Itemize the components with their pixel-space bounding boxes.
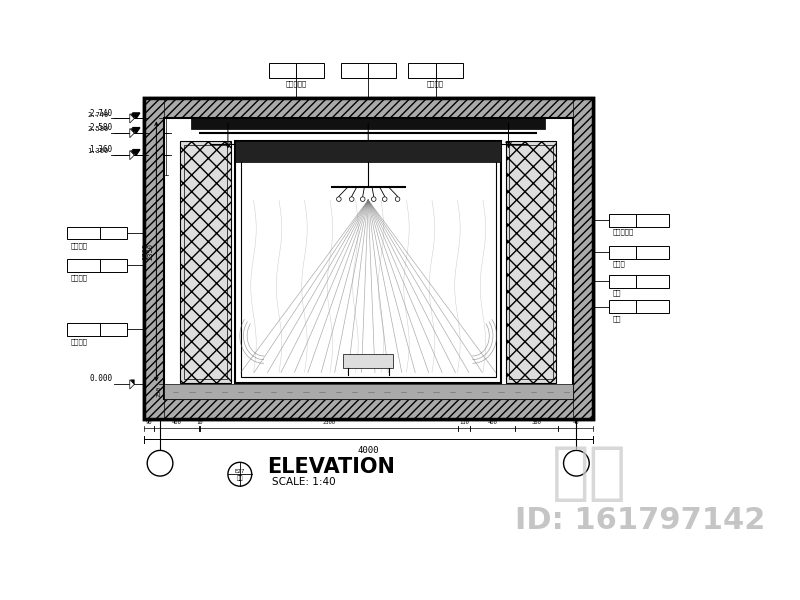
Polygon shape	[130, 151, 134, 160]
Text: 5-E: 5-E	[569, 459, 584, 468]
Bar	[143, 98, 593, 419]
Text: 钉: 钉	[612, 216, 617, 223]
Circle shape	[147, 451, 173, 476]
Text: 死  01: 死 01	[70, 229, 91, 235]
Bar	[241, 147, 496, 377]
Text: 5-D: 5-D	[153, 459, 167, 468]
Bar	[143, 98, 164, 419]
Text: 死: 死	[271, 67, 276, 73]
Text: ID: 161797142: ID: 161797142	[515, 506, 766, 535]
Bar	[610, 301, 669, 313]
Text: 400: 400	[171, 420, 181, 425]
Polygon shape	[133, 113, 140, 118]
Text: 400: 400	[488, 420, 498, 425]
Text: 4000: 4000	[358, 446, 379, 455]
Text: 1: 1	[639, 248, 643, 254]
Text: 0.000: 0.000	[90, 374, 112, 383]
Text: ELEVATION: ELEVATION	[267, 457, 395, 477]
Text: 弧线天花面: 弧线天花面	[286, 80, 307, 86]
Bar	[143, 98, 593, 118]
Text: 01: 01	[103, 261, 111, 267]
Polygon shape	[130, 114, 134, 123]
Text: 深色木框二: 深色木框二	[612, 229, 634, 235]
Bar	[510, 145, 553, 379]
Bar	[164, 385, 573, 399]
Bar	[180, 142, 230, 383]
Text: 40: 40	[572, 420, 578, 425]
Bar	[184, 145, 227, 379]
Text: 1.360: 1.360	[90, 145, 112, 154]
Bar	[191, 118, 546, 130]
Text: 240: 240	[170, 139, 174, 149]
Text: 帘户: 帘户	[612, 289, 621, 296]
Text: 实木线条: 实木线条	[427, 80, 444, 86]
Bar	[506, 142, 556, 383]
Text: 380: 380	[532, 420, 542, 425]
Text: 1: 1	[639, 216, 643, 222]
Text: 2.580: 2.580	[87, 126, 109, 132]
Text: 2.580: 2.580	[90, 123, 112, 132]
Text: 2350: 2350	[148, 243, 154, 260]
Bar	[341, 64, 396, 78]
Polygon shape	[130, 380, 134, 389]
Text: 1.360: 1.360	[87, 148, 109, 154]
Bar	[235, 142, 501, 161]
Text: 2.740: 2.740	[90, 109, 112, 118]
Bar	[573, 98, 593, 419]
Text: 钉: 钉	[612, 248, 617, 255]
Text: E27: E27	[234, 469, 245, 474]
Polygon shape	[133, 149, 140, 155]
Text: 制样: 制样	[237, 475, 243, 481]
Text: 吊灯: 吊灯	[343, 67, 352, 73]
Polygon shape	[133, 128, 140, 133]
Text: 2300: 2300	[322, 420, 335, 425]
Circle shape	[228, 463, 252, 486]
Bar	[269, 64, 324, 78]
Text: 01: 01	[103, 229, 111, 235]
Bar	[143, 98, 593, 419]
Text: 01: 01	[103, 325, 111, 331]
Text: 洋生木框: 洋生木框	[70, 242, 87, 249]
Bar	[235, 142, 501, 383]
Bar	[67, 227, 127, 239]
Bar	[408, 64, 463, 78]
Text: 门: 门	[612, 302, 617, 309]
Bar	[343, 354, 394, 368]
Text: 110: 110	[459, 420, 469, 425]
Text: 1760: 1760	[142, 243, 148, 260]
Text: 知末: 知末	[552, 444, 626, 504]
Text: 120: 120	[170, 160, 174, 170]
Text: 木造天花: 木造天花	[70, 338, 87, 345]
Text: 米线条: 米线条	[612, 260, 625, 267]
Text: 门: 门	[612, 277, 617, 284]
Text: SCALE: 1:40: SCALE: 1:40	[272, 476, 335, 487]
Polygon shape	[130, 128, 134, 137]
Text: 01: 01	[639, 277, 647, 283]
Text: 1: 1	[438, 67, 442, 73]
Circle shape	[563, 451, 590, 476]
Bar	[610, 214, 669, 227]
Bar	[143, 399, 593, 419]
Text: ST  01: ST 01	[70, 325, 96, 331]
Text: 390: 390	[170, 121, 174, 131]
Text: 0: 0	[639, 303, 643, 309]
Bar	[610, 246, 669, 259]
Bar	[67, 259, 127, 272]
Bar	[67, 323, 127, 336]
Text: 2.740: 2.740	[87, 112, 109, 118]
Text: 10: 10	[196, 420, 202, 425]
Text: 01: 01	[298, 67, 306, 73]
Text: 帘纱: 帘纱	[612, 315, 621, 322]
Bar	[164, 118, 573, 399]
Text: 90: 90	[146, 420, 152, 425]
Text: 250: 250	[157, 386, 162, 397]
Polygon shape	[130, 114, 134, 118]
Polygon shape	[130, 151, 134, 155]
Polygon shape	[130, 128, 134, 133]
Polygon shape	[130, 380, 134, 385]
Bar	[610, 275, 669, 287]
Text: 死  01: 死 01	[70, 261, 91, 268]
Text: 初: 初	[411, 67, 415, 73]
Text: 支木线条: 支木线条	[70, 274, 87, 281]
